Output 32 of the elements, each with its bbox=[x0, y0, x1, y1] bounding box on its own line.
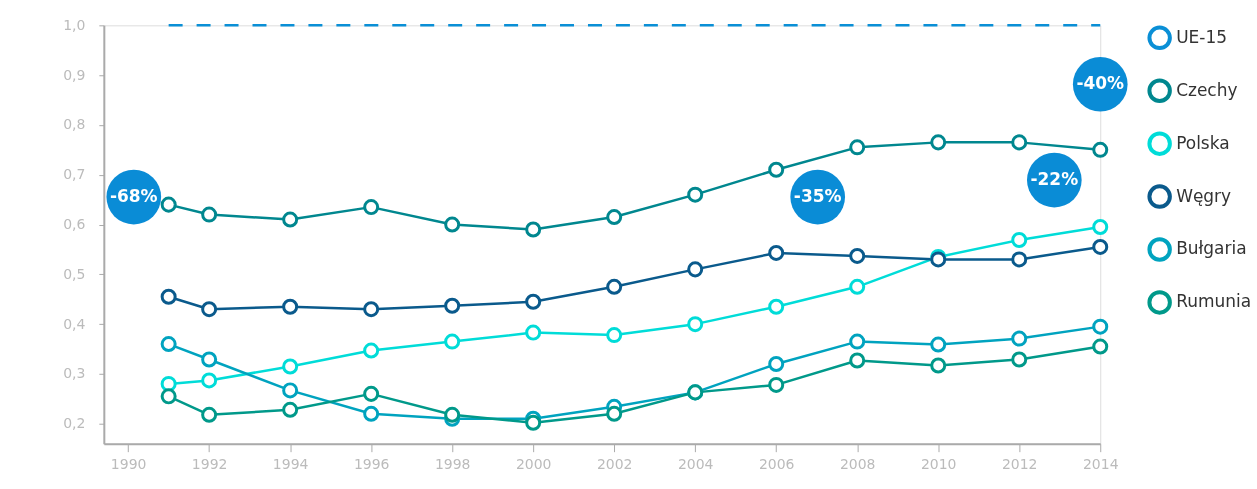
x-tick-label: 2000 bbox=[515, 456, 552, 473]
x-tick-label: 1992 bbox=[191, 456, 228, 473]
y-tick-label: 1,0 bbox=[63, 16, 86, 33]
legend-label: Rumunia bbox=[1176, 291, 1252, 312]
x-tick-label: 2014 bbox=[1082, 456, 1119, 473]
annotation: -22% bbox=[1030, 169, 1079, 190]
legend-label: UE-15 bbox=[1176, 26, 1227, 47]
y-tick-label: 0,8 bbox=[63, 116, 86, 133]
y-tick-label: 0,5 bbox=[63, 265, 86, 282]
y-tick-label: 0,3 bbox=[63, 365, 86, 382]
x-tick-label: 1994 bbox=[272, 456, 309, 473]
legend-label: Bułgaria bbox=[1176, 238, 1247, 259]
x-tick-label: 2002 bbox=[596, 456, 633, 473]
x-tick-label: 2010 bbox=[920, 456, 957, 473]
y-tick-label: 0,4 bbox=[63, 315, 86, 332]
legend-label: Czechy bbox=[1176, 79, 1238, 100]
x-tick-label: 2008 bbox=[839, 456, 876, 473]
legend-label: Polska bbox=[1176, 132, 1230, 153]
x-tick-label: 1996 bbox=[353, 456, 390, 473]
x-tick-label: 2004 bbox=[677, 456, 714, 473]
legend-label: Węgry bbox=[1176, 185, 1232, 206]
annotation: -35% bbox=[793, 186, 842, 207]
y-tick-label: 0,2 bbox=[63, 415, 86, 432]
y-tick-label: 0,7 bbox=[63, 166, 86, 183]
annotation: -68% bbox=[109, 186, 158, 207]
x-tick-label: 2006 bbox=[758, 456, 795, 473]
annotation: -40% bbox=[1076, 73, 1125, 94]
y-tick-label: 0,9 bbox=[63, 66, 86, 83]
x-tick-label: 2012 bbox=[1001, 456, 1038, 473]
y-tick-label: 0,6 bbox=[63, 216, 86, 233]
x-tick-label: 1990 bbox=[110, 456, 147, 473]
x-tick-label: 1998 bbox=[434, 456, 471, 473]
